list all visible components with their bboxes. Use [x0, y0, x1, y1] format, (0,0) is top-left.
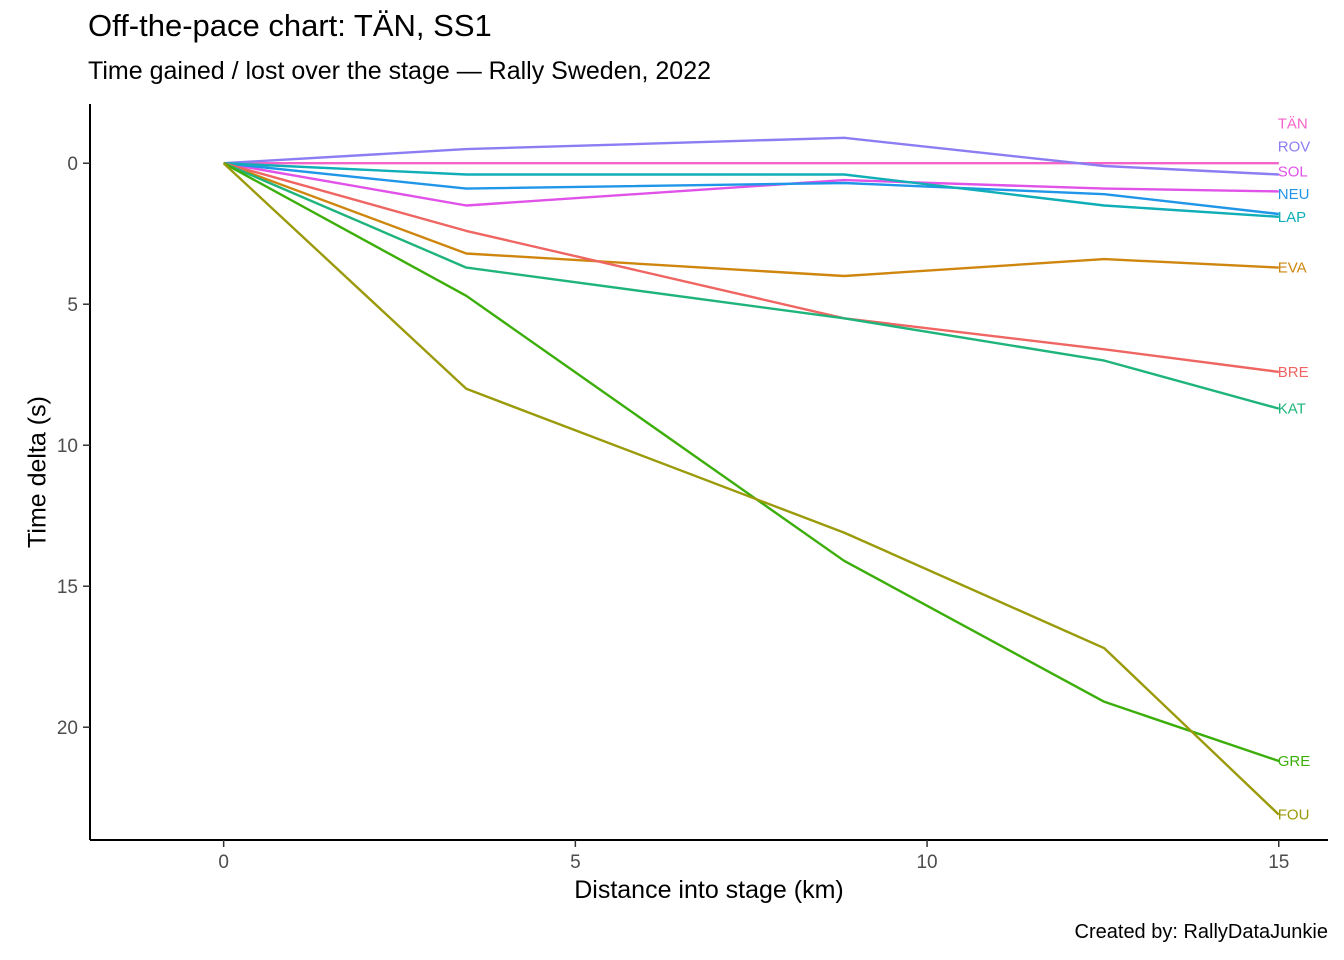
- y-axis-label: Time delta (s): [23, 396, 52, 548]
- series-line-sol: [223, 162, 1279, 207]
- axes: 0 5 10 15 0 5 10 15 20: [57, 104, 1328, 873]
- series-line-gre: [223, 162, 1280, 763]
- chart-caption: Created by: RallyDataJunkie: [1074, 921, 1328, 943]
- x-axis-label: Distance into stage (km): [574, 876, 844, 904]
- y-tick-label: 10: [57, 436, 78, 457]
- x-tick-label: 10: [916, 852, 937, 873]
- y-tick-label: 20: [57, 718, 78, 739]
- end-label-eva: EVA: [1278, 260, 1307, 277]
- chart-title: Off-the-pace chart: TÄN, SS1: [88, 8, 492, 43]
- chart-subtitle: Time gained / lost over the stage — Rall…: [88, 57, 712, 85]
- y-tick-label: 5: [67, 295, 78, 316]
- x-tick-label: 0: [218, 852, 229, 873]
- end-label-tän: TÄN: [1278, 116, 1308, 133]
- series-line-eva: [223, 162, 1279, 278]
- end-label-fou: FOU: [1278, 807, 1310, 824]
- end-label-kat: KAT: [1278, 401, 1306, 418]
- end-label-bre: BRE: [1278, 364, 1309, 381]
- end-label-gre: GRE: [1278, 753, 1311, 770]
- series-lines: [222, 136, 1280, 816]
- y-tick-label: 15: [57, 577, 78, 598]
- series-line-neu: [223, 162, 1279, 216]
- x-tick-label: 5: [570, 852, 581, 873]
- series-line-fou: [222, 162, 1280, 816]
- x-tick-label: 15: [1268, 852, 1289, 873]
- end-label-lap: LAP: [1278, 209, 1306, 226]
- end-label-neu: NEU: [1278, 186, 1310, 203]
- series-line-bre: [223, 162, 1279, 374]
- series-line-kat: [223, 162, 1280, 410]
- series-line-lap: [223, 162, 1279, 218]
- end-label-rov: ROV: [1278, 138, 1311, 155]
- y-tick-label: 0: [67, 154, 78, 175]
- series-line-rov: [223, 136, 1279, 176]
- end-labels: TÄN ROV SOL NEU LAP EVA BRE KAT GRE FOU: [1278, 116, 1311, 824]
- end-label-sol: SOL: [1278, 164, 1308, 181]
